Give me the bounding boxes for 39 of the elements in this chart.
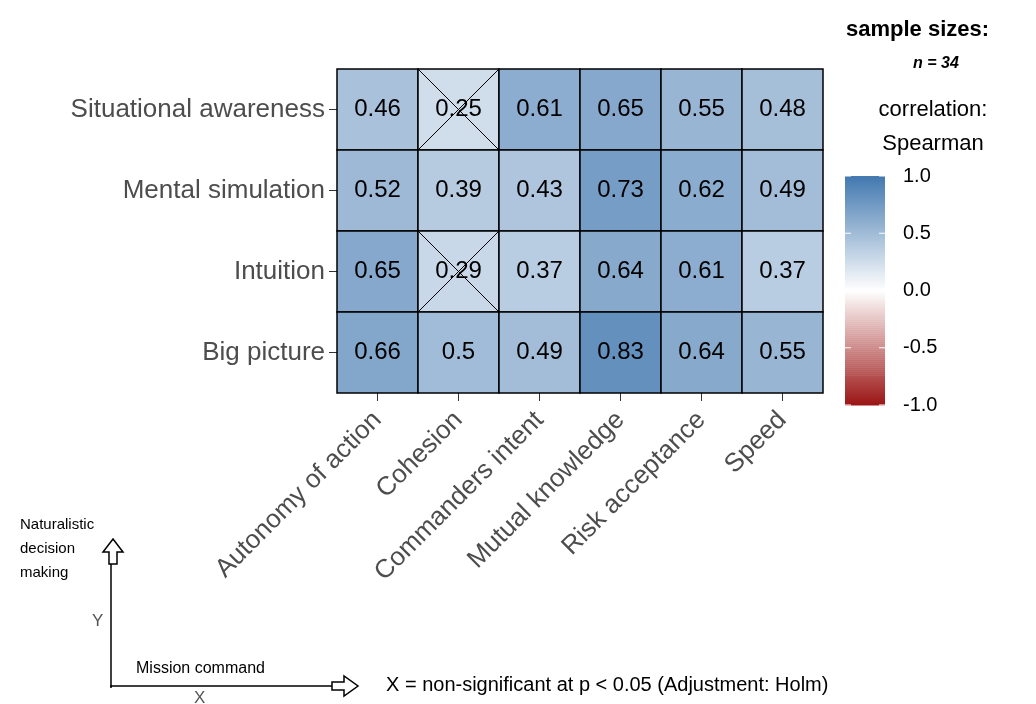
text: n = 34 xyxy=(913,54,959,72)
data-label: 0.66 xyxy=(354,337,401,365)
data-label: 0.37 xyxy=(516,256,563,284)
data-label: 0.61 xyxy=(678,256,725,284)
text: Y xyxy=(92,611,104,631)
text: X = non-significant at p < 0.05 (Adjustment: Holm) xyxy=(386,673,829,696)
data-label: 0.65 xyxy=(354,256,401,284)
data-label: 0.52 xyxy=(354,175,401,203)
data-label: 0.48 xyxy=(759,94,806,122)
data-label: 0.5 xyxy=(441,337,476,365)
text: sample sizes: xyxy=(846,16,990,42)
color-bar-label: 0.0 xyxy=(903,278,931,301)
color-bar-label: -0.5 xyxy=(903,335,938,358)
data-label: 0.62 xyxy=(678,175,725,203)
data-label: 0.64 xyxy=(597,256,644,284)
data-label: 0.61 xyxy=(516,94,563,122)
data-label: 0.39 xyxy=(435,175,482,203)
color-bar-label: 0.5 xyxy=(903,220,931,243)
text: X xyxy=(194,688,206,704)
color-bar-label: 1.0 xyxy=(903,163,931,186)
y-tick-label: Big picture xyxy=(202,335,325,366)
data-label: 0.55 xyxy=(759,337,806,365)
y-tick-label: Intuition xyxy=(233,254,325,285)
data-label: 0.83 xyxy=(597,337,644,365)
data-label: 0.43 xyxy=(516,175,563,203)
data-label: 0.46 xyxy=(354,94,401,122)
color-bar-title: correlation: Spearman xyxy=(877,95,989,157)
data-label: 0.49 xyxy=(516,337,563,365)
y-tick-label: Situational awareness xyxy=(70,92,325,123)
data-label: 0.37 xyxy=(759,256,806,284)
x-axis-title: Mission command xyxy=(136,659,265,677)
data-label: 0.55 xyxy=(678,94,725,122)
data-label: 0.73 xyxy=(597,175,644,203)
data-label: 0.65 xyxy=(597,94,644,122)
y-axis-title: Naturalistic decision making xyxy=(20,514,96,582)
data-label: 0.64 xyxy=(678,337,725,365)
y-tick-label: Mental simulation xyxy=(122,173,325,204)
data-label: 0.49 xyxy=(759,175,806,203)
color-bar-label: -1.0 xyxy=(903,392,938,415)
